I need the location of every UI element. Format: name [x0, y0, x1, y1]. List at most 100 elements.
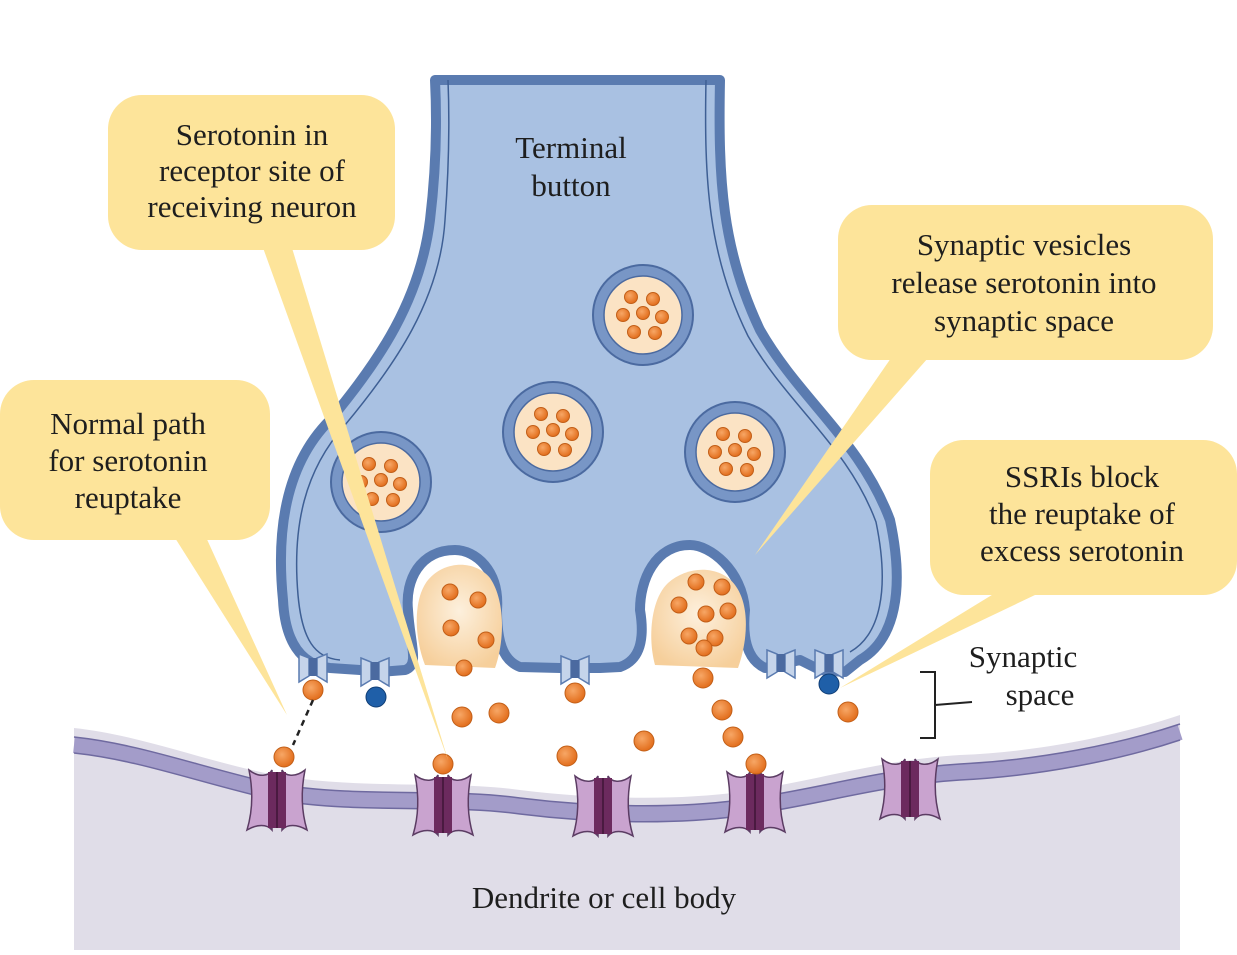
serotonin-molecule [624, 290, 638, 304]
synaptic-vesicle [684, 401, 786, 503]
callout-vesicle-release-line1: Synaptic vesicles [917, 227, 1131, 262]
serotonin-molecule [558, 443, 572, 457]
serotonin-molecule [680, 627, 698, 645]
callout-receptor-site-line3: receiving neuron [147, 189, 357, 224]
reuptake-transporter [298, 652, 328, 684]
serotonin-molecule [432, 753, 454, 775]
serotonin-molecule [716, 427, 730, 441]
synaptic-space-label-line1: Synaptic [969, 639, 1078, 674]
serotonin-molecule [633, 730, 655, 752]
serotonin-molecule [670, 596, 688, 614]
serotonin-molecule [711, 699, 733, 721]
serotonin-receptor [245, 768, 309, 833]
callout-receptor-site-line1: Serotonin in [176, 117, 329, 152]
callout-ssri-block-line2: the reuptake of [989, 496, 1176, 531]
serotonin-molecule [837, 701, 859, 723]
serotonin-molecule [655, 310, 669, 324]
serotonin-molecule [564, 682, 586, 704]
ssri-molecule [818, 673, 840, 695]
serotonin-molecule [722, 726, 744, 748]
serotonin-molecule [706, 629, 724, 647]
serotonin-molecule [648, 326, 662, 340]
callout-receptor-site-line2: receptor site of [159, 153, 346, 188]
callout-vesicle-release-line3: synaptic space [934, 303, 1114, 338]
serotonin-molecule [386, 493, 400, 507]
callout-tail-vesicle-release [755, 345, 935, 555]
serotonin-molecule [627, 325, 641, 339]
ssri-molecules [365, 673, 840, 708]
serotonin-molecule [526, 425, 540, 439]
serotonin-molecule [713, 578, 731, 596]
synaptic-space-label-line2: space [1006, 677, 1075, 712]
serotonin-molecule [719, 602, 737, 620]
serotonin-molecule [374, 473, 388, 487]
callout-box-ssri-block [930, 440, 1237, 595]
terminal-button [275, 75, 902, 677]
serotonin-molecule [695, 639, 713, 657]
serotonin-molecule [636, 306, 650, 320]
dendrite-label: Dendrite or cell body [472, 880, 737, 915]
serotonin-molecule [546, 423, 560, 437]
serotonin-molecule [273, 746, 295, 768]
synaptic-vesicle [502, 381, 604, 483]
reuptake-transporter [360, 656, 390, 688]
callout-box-receptor-site [108, 95, 395, 250]
serotonin-receptor [723, 770, 787, 835]
serotonin-molecule [728, 443, 742, 457]
serotonin-molecule [451, 706, 473, 728]
serotonin-molecule [687, 573, 705, 591]
serotonin-molecule [537, 442, 551, 456]
callout-tail-receptor-site [262, 245, 448, 760]
serotonin-molecule [565, 427, 579, 441]
serotonin-molecule [556, 745, 578, 767]
serotonin-molecule [745, 753, 767, 775]
serotonin-molecule [692, 667, 714, 689]
reuptake-path-dashed [291, 699, 315, 746]
synaptic-vesicle [592, 264, 694, 366]
serotonin-molecule [697, 605, 715, 623]
releasing-vesicle-left [416, 564, 502, 668]
serotonin-molecule [393, 477, 407, 491]
serotonin-receptors [245, 757, 942, 839]
callout-vesicle-release-line2: release serotonin into [891, 265, 1156, 300]
terminal-button-label-line1: Terminal [515, 130, 626, 165]
synaptic-space-bracket [920, 671, 973, 739]
synaptic-vesicles [330, 264, 786, 533]
serotonin-molecule [708, 445, 722, 459]
serotonin-molecule [488, 702, 510, 724]
serotonin-receptor [411, 773, 475, 838]
serotonin-molecule [740, 463, 754, 477]
serotonin-molecule [477, 631, 495, 649]
serotonin-molecule [441, 583, 459, 601]
serotonin-molecule [719, 462, 733, 476]
serotonin-molecule [469, 591, 487, 609]
serotonin-molecule [455, 659, 473, 677]
terminal-button-label-line2: button [531, 168, 611, 203]
callout-normal-reuptake-line2: for serotonin [48, 443, 208, 478]
reuptake-transporter [560, 654, 590, 686]
serotonin-molecule [442, 619, 460, 637]
reuptake-transporter [814, 648, 844, 680]
serotonin-molecule [534, 407, 548, 421]
serotonin-receptor [571, 774, 635, 839]
serotonin-molecule [646, 292, 660, 306]
callout-ssri-block-line3: excess serotonin [980, 533, 1185, 568]
reuptake-transporter [766, 648, 796, 680]
callout-tail-ssri-block [840, 590, 1035, 688]
ssri-molecule [365, 686, 387, 708]
callout-ssri-block-line1: SSRIs block [1005, 459, 1160, 494]
serotonin-molecule [556, 409, 570, 423]
reuptake-transporters [298, 648, 844, 688]
callout-box-vesicle-release [838, 205, 1213, 360]
callout-tail-normal-reuptake [170, 530, 287, 715]
callout-box-normal-reuptake [0, 380, 270, 540]
serotonin-molecule [616, 308, 630, 322]
callout-normal-reuptake-line1: Normal path [50, 406, 206, 441]
callout-normal-reuptake-line3: reuptake [75, 480, 182, 515]
serotonin-molecule [747, 447, 761, 461]
serotonin-molecule [384, 459, 398, 473]
serotonin-molecules [273, 573, 859, 775]
serotonin-molecule [738, 429, 752, 443]
serotonin-molecule [362, 457, 376, 471]
